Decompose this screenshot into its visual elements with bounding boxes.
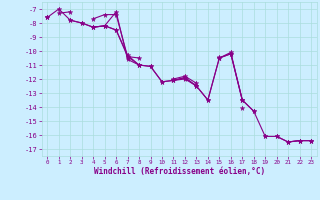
X-axis label: Windchill (Refroidissement éolien,°C): Windchill (Refroidissement éolien,°C) <box>94 167 265 176</box>
